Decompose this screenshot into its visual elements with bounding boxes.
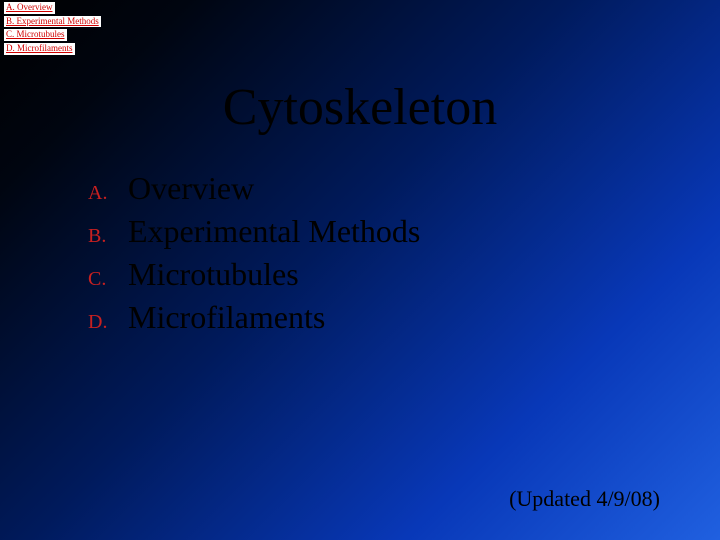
list-item: D. Microfilaments	[88, 299, 420, 336]
nav-link-microtubules[interactable]: C. Microtubules	[4, 29, 67, 41]
slide-title: Cytoskeleton	[0, 78, 720, 137]
outline-text: Microtubules	[128, 256, 299, 293]
outline-marker: C.	[88, 268, 128, 291]
outline-marker: D.	[88, 311, 128, 334]
nav-link-microfilaments[interactable]: D. Microfilaments	[4, 43, 75, 55]
list-item: A. Overview	[88, 170, 420, 207]
outline-text: Overview	[128, 170, 254, 207]
list-item: B. Experimental Methods	[88, 213, 420, 250]
list-item: C. Microtubules	[88, 256, 420, 293]
nav-link-experimental-methods[interactable]: B. Experimental Methods	[4, 16, 101, 28]
outline-list: A. Overview B. Experimental Methods C. M…	[88, 170, 420, 342]
outline-text: Experimental Methods	[128, 213, 420, 250]
nav-link-list: A. Overview B. Experimental Methods C. M…	[4, 2, 101, 57]
outline-marker: B.	[88, 225, 128, 248]
nav-link-overview[interactable]: A. Overview	[4, 2, 55, 14]
outline-marker: A.	[88, 182, 128, 205]
updated-date: (Updated 4/9/08)	[509, 486, 660, 512]
outline-text: Microfilaments	[128, 299, 325, 336]
